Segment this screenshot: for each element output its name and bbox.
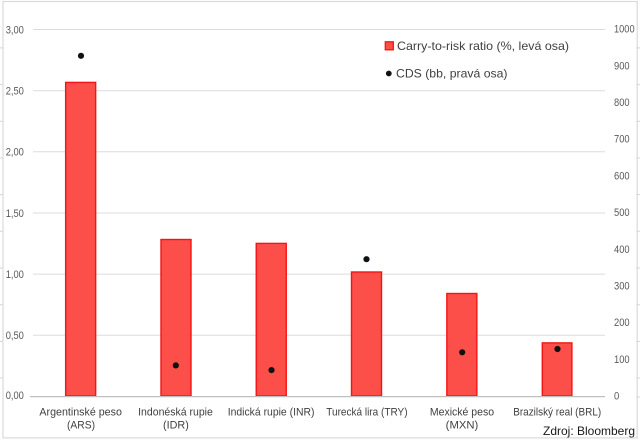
- svg-text:400: 400: [614, 244, 630, 256]
- svg-text:(ARS): (ARS): [67, 420, 95, 432]
- svg-text:0,00: 0,00: [6, 390, 24, 402]
- svg-text:(IDR): (IDR): [163, 420, 189, 432]
- svg-text:2,00: 2,00: [6, 147, 24, 159]
- svg-text:Indonéská rupie: Indonéská rupie: [138, 406, 213, 418]
- svg-text:0,50: 0,50: [6, 330, 24, 342]
- svg-text:Indická rupie (INR): Indická rupie (INR): [228, 406, 315, 418]
- svg-text:Turecká lira (TRY): Turecká lira (TRY): [326, 406, 407, 418]
- svg-text:700: 700: [614, 134, 630, 146]
- svg-text:2,50: 2,50: [6, 86, 24, 98]
- svg-text:1,00: 1,00: [6, 269, 24, 281]
- svg-text:0: 0: [614, 391, 619, 403]
- svg-text:100: 100: [614, 354, 630, 366]
- svg-text:CDS (bb, pravá osa): CDS (bb, pravá osa): [396, 67, 508, 81]
- svg-text:Carry-to-risk ratio (%, levá o: Carry-to-risk ratio (%, levá osa): [397, 39, 569, 53]
- svg-text:300: 300: [614, 281, 630, 293]
- svg-text:3,00: 3,00: [6, 24, 24, 36]
- svg-text:(MXN): (MXN): [446, 420, 479, 432]
- svg-text:800: 800: [614, 97, 630, 109]
- svg-text:Argentinské peso: Argentinské peso: [39, 406, 122, 418]
- svg-text:200: 200: [614, 317, 630, 329]
- svg-text:500: 500: [614, 207, 630, 219]
- svg-text:600: 600: [614, 170, 630, 182]
- svg-text:Mexické peso: Mexické peso: [430, 406, 494, 418]
- svg-text:Zdroj: Bloomberg: Zdroj: Bloomberg: [543, 424, 635, 438]
- svg-text:1,50: 1,50: [6, 208, 24, 220]
- svg-text:900: 900: [614, 60, 630, 72]
- svg-text:Brazilský real (BRL): Brazilský real (BRL): [513, 406, 601, 418]
- svg-text:1000: 1000: [614, 24, 635, 36]
